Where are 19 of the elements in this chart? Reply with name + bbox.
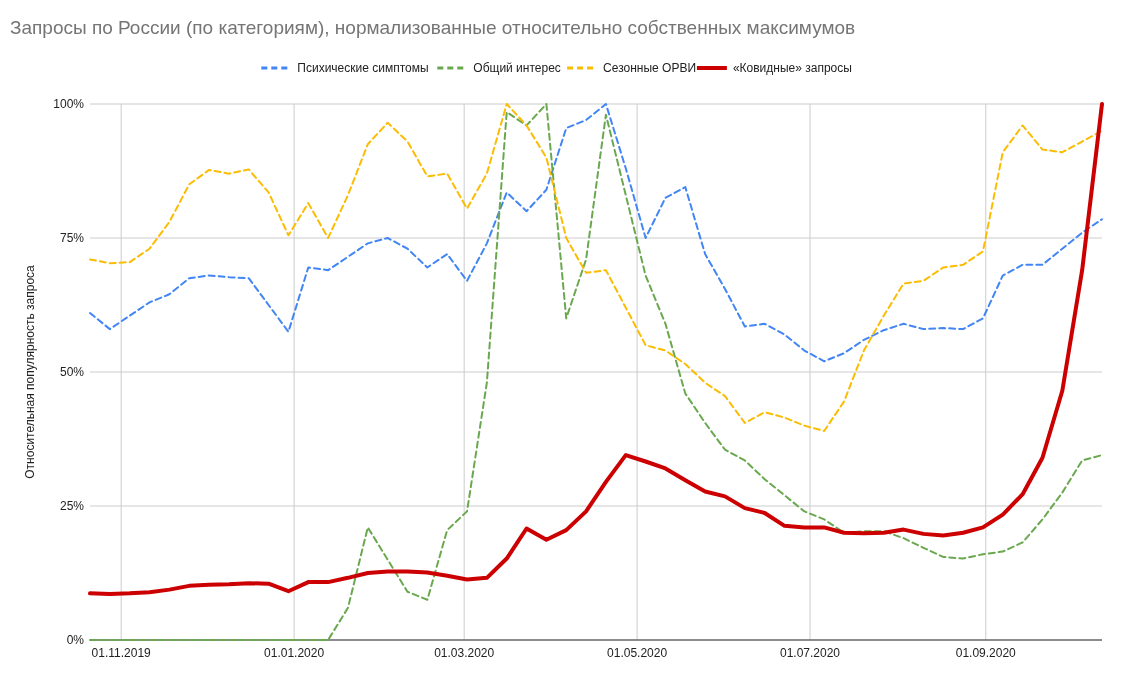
x-tick-label: 01.01.2020 xyxy=(264,646,325,660)
y-tick-label: 75% xyxy=(59,231,85,246)
y-tick-label: 25% xyxy=(59,499,85,514)
legend-label: Психические симптомы xyxy=(297,61,429,76)
x-tick-label: 01.11.2019 xyxy=(91,646,152,660)
x-tick-label: 01.03.2020 xyxy=(434,646,495,660)
y-tick-label: 0% xyxy=(66,633,85,648)
line-series xyxy=(89,103,1103,432)
x-tick-label: 01.07.2020 xyxy=(779,646,841,660)
x-tick-label: 01.09.2020 xyxy=(955,646,1017,660)
y-axis-title: Относительная популярность запроса xyxy=(23,264,37,479)
chart-title: Запросы по России (по категориям), нормализованные относительно собственных максимумов xyxy=(10,17,856,38)
y-tick-label: 50% xyxy=(59,365,85,380)
legend-label: «Ковидные» запросы xyxy=(732,61,852,76)
legend-label: Общий интерес xyxy=(473,61,561,76)
y-tick-label: 100% xyxy=(53,97,85,112)
legend-label: Сезонные ОРВИ xyxy=(603,61,697,76)
x-tick-label: 01.05.2020 xyxy=(607,646,668,660)
line-series xyxy=(89,103,1103,363)
